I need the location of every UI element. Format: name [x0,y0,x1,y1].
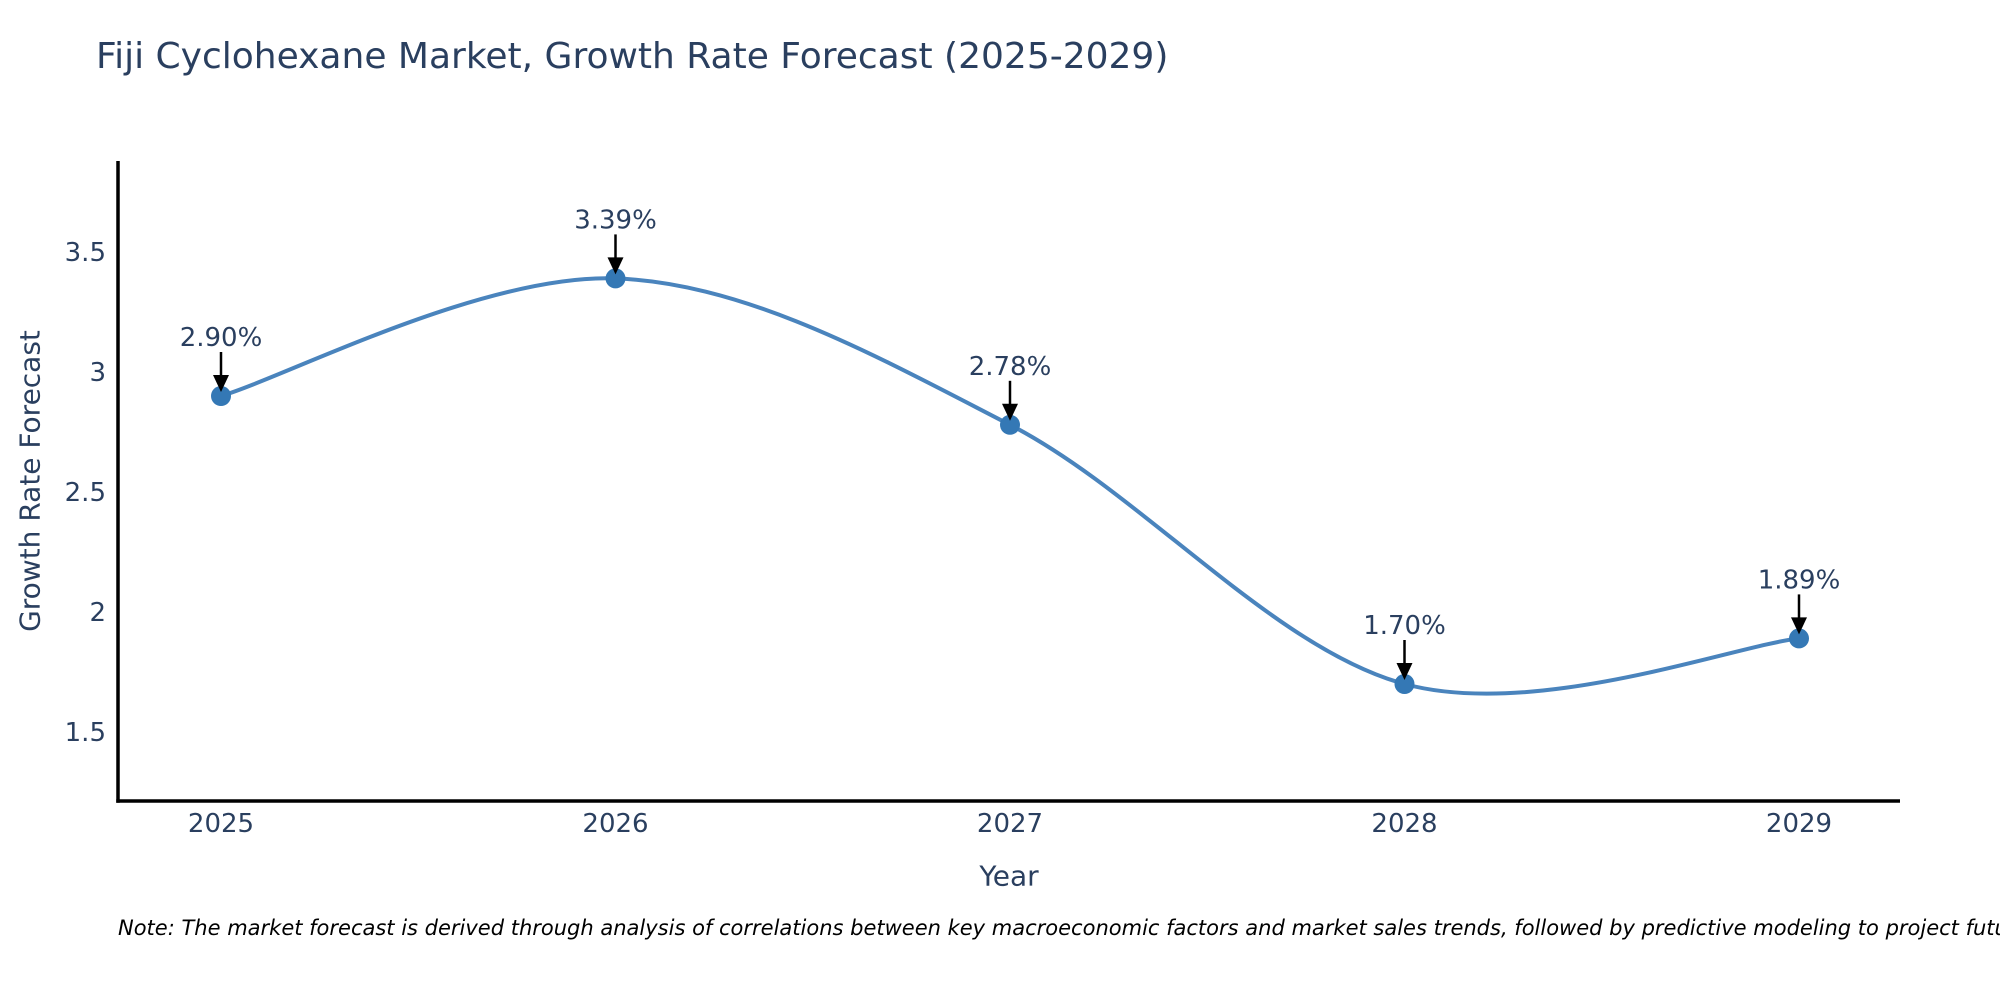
annotation-arrowhead-2029 [1791,617,1807,635]
x-axis-title: Year [979,859,1039,893]
data-point-marker-2029 [1789,628,1809,649]
x-tick-label: 2026 [582,809,648,839]
y-tick-label: 3.5 [65,238,106,268]
data-point-marker-2025 [211,386,231,407]
annotation-arrowhead-2025 [213,375,229,393]
x-tick-label: 2027 [977,809,1043,839]
data-point-marker-2028 [1394,674,1415,695]
footnote: Note: The market forecast is derived thr… [118,916,2000,940]
annotation-arrowhead-2028 [1396,663,1413,681]
annotation-label-2026: 3.39% [574,205,657,235]
annotation-label-2028: 1.70% [1363,611,1446,641]
trend-line [219,276,1801,696]
x-tick-label: 2029 [1766,809,1832,839]
annotation-label-2025: 2.90% [180,323,263,353]
y-tick-label: 3 [89,358,106,388]
x-tick-label: 2025 [188,809,254,839]
y-tick-label: 1.5 [65,718,106,748]
annotation-label-2029: 1.89% [1758,565,1841,595]
y-axis-title: Growth Rate Forecast [13,330,47,632]
y-tick-label: 2 [89,598,106,628]
chart-title: Fiji Cyclohexane Market, Growth Rate For… [96,36,1169,77]
annotation-arrowhead-2027 [1002,403,1018,421]
data-point-marker-2026 [605,268,626,289]
annotation-label-2027: 2.78% [969,352,1052,382]
x-tick-label: 2028 [1371,809,1437,839]
y-tick-label: 2.5 [65,478,106,508]
annotation-arrowhead-2026 [607,257,624,275]
data-point-marker-2027 [1000,414,1020,435]
